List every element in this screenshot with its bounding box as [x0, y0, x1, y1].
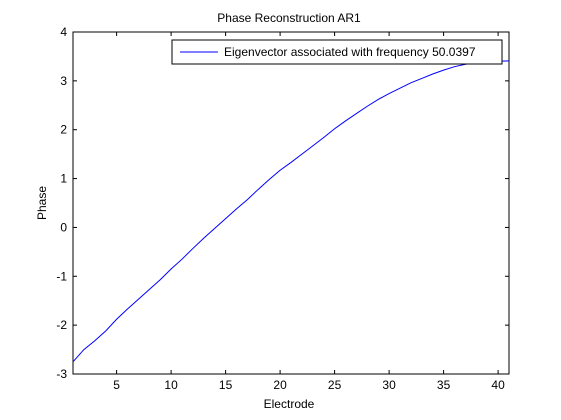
x-tick-label: 20	[273, 378, 287, 392]
x-tick-label: 10	[164, 378, 178, 392]
legend: Eigenvector associated with frequency 50…	[172, 40, 502, 64]
x-tick-label: 25	[328, 378, 342, 392]
legend-label: Eigenvector associated with frequency 50…	[224, 45, 476, 59]
y-tick-label: 3	[60, 74, 67, 88]
y-tick-label: 4	[60, 25, 67, 39]
y-tick-label: 0	[60, 220, 67, 234]
x-tick-label: 15	[219, 378, 233, 392]
plot-area	[73, 32, 509, 374]
x-tick-label: 40	[491, 378, 505, 392]
y-tick-label: -1	[56, 269, 67, 283]
y-tick-label: -2	[56, 318, 67, 332]
x-axis-label: Electrode	[264, 397, 315, 411]
x-tick-label: 5	[113, 378, 120, 392]
chart-title: Phase Reconstruction AR1	[217, 11, 361, 25]
y-tick-label: 1	[60, 172, 67, 186]
y-tick-label: 2	[60, 123, 67, 137]
x-tick-label: 35	[437, 378, 451, 392]
y-axis-label: Phase	[35, 186, 49, 220]
x-tick-label: 30	[382, 378, 396, 392]
y-tick-label: -3	[56, 367, 67, 381]
